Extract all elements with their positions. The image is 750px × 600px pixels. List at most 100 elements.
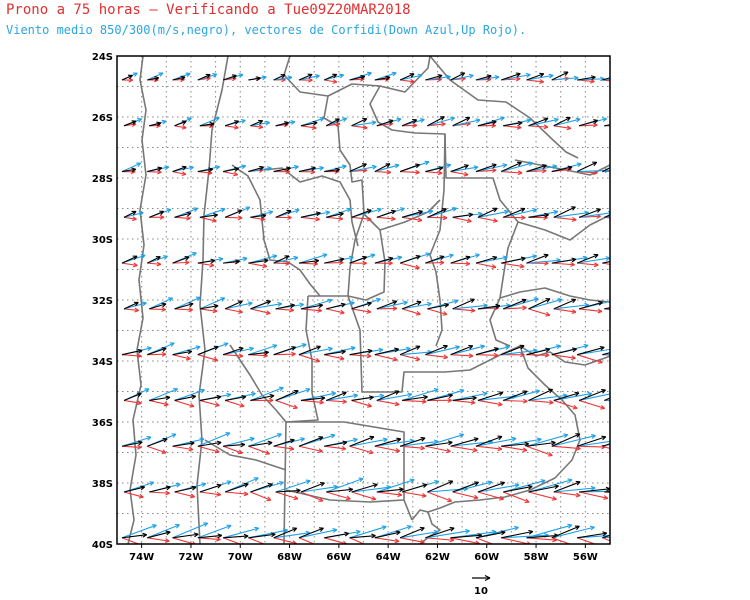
corfidi-down-vector: [579, 490, 610, 493]
corfidi-up-vector: [503, 307, 527, 310]
mean-wind-vector-head: [132, 255, 138, 261]
corfidi-up-vector-head: [214, 402, 220, 408]
mean-wind-vector-head: [572, 347, 577, 353]
corfidi-down-vector: [553, 212, 589, 218]
corfidi-down-vector: [503, 208, 537, 218]
corfidi-up-vector: [402, 216, 423, 221]
corfidi-down-vector-head: [266, 166, 272, 171]
mean-wind-vector-head: [188, 302, 194, 308]
mean-wind-vector: [578, 208, 601, 218]
corfidi-down-vector-head: [173, 387, 179, 393]
corfidi-down-vector-head: [278, 386, 284, 392]
corfidi-down-vector-head: [167, 297, 173, 302]
mean-wind-vector: [273, 439, 295, 447]
corfidi-up-vector-head: [420, 445, 425, 451]
corfidi-up-vector-head: [421, 399, 427, 404]
corfidi-up-vector-head: [216, 491, 222, 497]
mean-wind-vector-head: [131, 120, 137, 125]
mean-wind-vector-head: [628, 528, 632, 532]
corfidi-up-vector: [248, 445, 270, 455]
mean-wind-vector: [374, 531, 401, 539]
corfidi-down-vector-head: [426, 301, 432, 307]
corfidi-up-vector: [349, 354, 372, 357]
corfidi-down-vector-head: [630, 165, 634, 169]
andes-border: [127, 56, 147, 544]
mean-wind-vector-head: [243, 533, 249, 539]
corfidi-down-vector: [602, 353, 610, 356]
latitude-tick-label: 36S: [92, 418, 113, 429]
corfidi-up-vector: [452, 491, 479, 499]
corfidi-up-vector: [501, 262, 525, 268]
corfidi-up-vector-head: [233, 171, 239, 177]
corfidi-up-vector: [149, 491, 170, 494]
mean-wind-vector-head: [571, 298, 577, 304]
corfidi-up-vector: [551, 262, 575, 266]
mean-wind-vector: [401, 210, 423, 218]
mean-wind-vector: [553, 392, 580, 401]
mean-wind-vector-head: [486, 74, 492, 80]
corfidi-up-vector-head: [415, 169, 420, 175]
mean-wind-vector-head: [495, 303, 501, 309]
mean-wind-vector: [324, 350, 346, 356]
mean-wind-vector: [147, 167, 162, 173]
mean-wind-vector-head: [522, 390, 528, 395]
coast-south: [411, 509, 429, 521]
mean-wind-vector: [349, 436, 375, 447]
corfidi-down-vector: [477, 210, 509, 218]
corfidi-down-vector: [528, 298, 563, 310]
corfidi-down-vector: [250, 303, 282, 310]
corfidi-down-vector-head: [468, 73, 474, 79]
mean-wind-vector: [551, 71, 569, 81]
corfidi-up-vector: [450, 445, 478, 452]
corfidi-down-vector: [528, 479, 573, 493]
corfidi-down-vector-head: [474, 253, 480, 259]
mean-wind-vector: [450, 164, 469, 173]
mean-wind-vector: [275, 304, 295, 310]
mean-wind-vector-head: [570, 206, 576, 211]
corfidi-up-vector: [528, 399, 554, 404]
mean-wind-vector: [526, 164, 547, 173]
mean-wind-vector-head: [180, 75, 186, 81]
corfidi-up-vector: [528, 308, 551, 316]
interior-line-d: [231, 164, 321, 297]
provincial-line-g: [229, 344, 287, 423]
mean-wind-vector-head: [208, 167, 214, 173]
corfidi-up-vector-head: [600, 404, 606, 410]
mean-wind-vector-head: [521, 298, 527, 304]
mean-wind-vector: [503, 208, 526, 218]
corfidi-down-vector: [526, 165, 557, 173]
longitude-tick-label: 60W: [474, 552, 499, 563]
mean-wind-vector: [425, 255, 445, 264]
corfidi-down-vector: [452, 119, 481, 127]
corfidi-up-vector-head: [181, 124, 187, 130]
mean-wind-vector: [199, 214, 218, 218]
mean-wind-vector-head: [621, 121, 625, 125]
corfidi-down-vector: [400, 440, 439, 447]
corfidi-up-vector: [553, 308, 577, 313]
mean-wind-vector-head: [156, 121, 162, 127]
mean-wind-vector-head: [565, 116, 571, 122]
corfidi-down-vector: [349, 438, 388, 447]
corfidi-down-vector-head: [480, 344, 485, 350]
corfidi-down-vector-head: [299, 302, 304, 308]
mean-wind-vector-head: [341, 391, 347, 397]
corfidi-up-vector: [147, 262, 161, 265]
mean-wind-vector: [602, 77, 610, 81]
mean-wind-vector-head: [320, 395, 326, 401]
mean-wind-vector-head: [394, 347, 400, 353]
mean-wind-vector-head: [418, 210, 423, 215]
corfidi-down-vector-head: [532, 207, 538, 213]
corfidi-down-vector-head: [195, 345, 201, 351]
mean-wind-vector: [349, 75, 365, 81]
corfidi-down-vector-head: [513, 525, 519, 531]
mean-wind-vector-head: [592, 161, 598, 167]
mean-wind-vector-head: [284, 121, 289, 126]
corfidi-down-vector-head: [557, 298, 563, 303]
mean-wind-vector-head: [237, 300, 243, 305]
mean-wind-vector-head: [571, 257, 577, 263]
mean-wind-vector: [528, 485, 559, 493]
corfidi-up-vector-head: [491, 123, 496, 129]
corfidi-up-vector: [553, 491, 581, 497]
mean-wind-vector: [501, 345, 525, 356]
corfidi-up-vector-head: [522, 447, 528, 453]
